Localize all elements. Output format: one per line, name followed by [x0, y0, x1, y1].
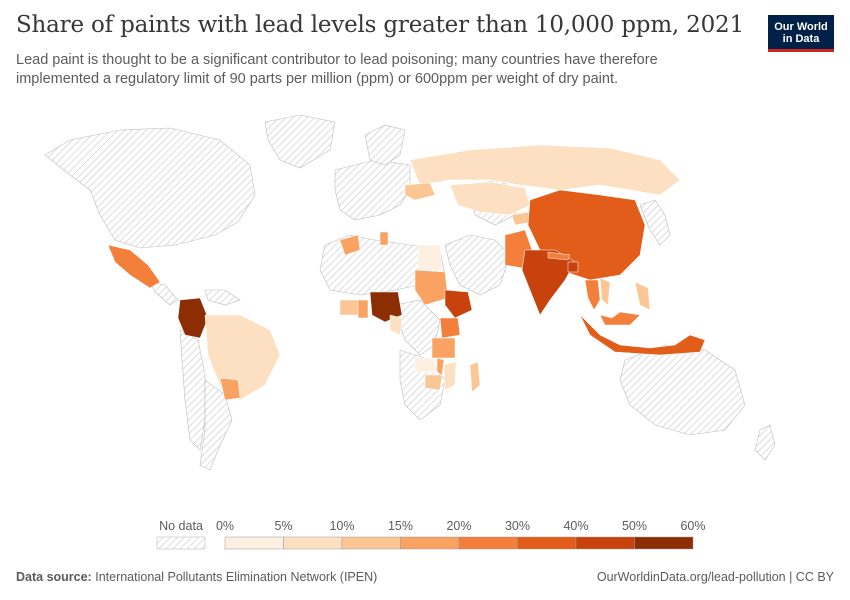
country-paraguay [219, 377, 241, 401]
source-text[interactable]: International Pollutants Elimination Net… [95, 570, 378, 584]
legend-swatch [458, 536, 518, 550]
chart-title: Share of paints with lead levels greater… [16, 12, 744, 38]
country-thailand [584, 279, 601, 311]
region-new-zealand [754, 424, 776, 461]
country-mozambique [443, 361, 457, 391]
world-map [44, 114, 776, 471]
legend-tick-label: 5% [274, 519, 292, 533]
region-scandinavia [364, 124, 406, 166]
country-malaysia [599, 311, 641, 326]
country-philippines [634, 281, 651, 311]
country-vietnam [599, 277, 611, 306]
legend-swatch [341, 536, 401, 550]
region-south-america-north [204, 289, 241, 306]
legend-swatch [575, 536, 635, 550]
legend-swatch [634, 536, 694, 550]
country-malawi [436, 357, 445, 376]
country-mexico [107, 244, 161, 289]
legend-tick-label: 40% [563, 519, 588, 533]
country-sudan [414, 269, 449, 306]
region-north-america [44, 127, 256, 249]
country-kazakhstan [449, 181, 531, 216]
country-tanzania [431, 337, 456, 359]
legend-bins: 0% 5% 10% 15% 20% 30% 40% 50% 60% [216, 519, 706, 550]
country-ethiopia [444, 289, 473, 319]
country-madagascar [469, 361, 481, 393]
logo-line-1: Our World [774, 21, 828, 33]
region-central-america [149, 281, 179, 306]
legend-swatch [517, 536, 577, 550]
legend-tick-label: 0% [216, 519, 234, 533]
country-tunisia [379, 231, 389, 246]
legend-tick-label: 15% [388, 519, 413, 533]
country-zambia [414, 357, 436, 373]
footer-source: Data source: International Pollutants El… [16, 570, 377, 584]
chart-subtitle: Lead paint is thought to be a significan… [16, 52, 658, 87]
country-zimbabwe [424, 374, 443, 391]
region-mongolia-korea-japan [639, 199, 671, 246]
country-ghana [357, 299, 369, 319]
country-kenya [439, 317, 461, 339]
country-morocco [339, 234, 361, 256]
region-andes [179, 329, 206, 451]
country-brazil [204, 314, 281, 401]
legend-swatch [283, 536, 343, 550]
legend-tick-label: 20% [446, 519, 471, 533]
source-label: Data source: [16, 570, 92, 584]
country-ukraine [404, 182, 436, 201]
legend-tick-label: 50% [622, 519, 647, 533]
country-egypt [417, 244, 443, 271]
legend-tick-label: 10% [329, 519, 354, 533]
region-middle-east [444, 234, 511, 296]
region-europe [334, 159, 411, 221]
region-greenland [264, 114, 336, 169]
country-nepal [547, 251, 571, 261]
country-ivory-coast [339, 299, 359, 316]
legend-tick-label: 60% [680, 519, 705, 533]
country-colombia [177, 297, 209, 339]
region-australia [619, 344, 746, 436]
country-indonesia [579, 314, 706, 356]
map-legend: No data 0% 5% 10% 15% 20% 30% 40% 50% 60% [156, 519, 706, 550]
country-cameroon [389, 314, 403, 336]
legend-swatch [400, 536, 460, 550]
legend-tick-label: 30% [505, 519, 530, 533]
country-bangladesh [567, 261, 579, 273]
logo-line-2: in Data [782, 33, 820, 45]
country-russia [409, 144, 681, 196]
footer-link[interactable]: OurWorldinData.org/lead-pollution | CC B… [596, 570, 834, 584]
legend-no-data-swatch [156, 536, 206, 550]
data-regions [107, 144, 706, 401]
legend-no-data-label: No data [159, 519, 203, 533]
legend-swatch [224, 536, 284, 550]
owid-logo[interactable]: Our World in Data [768, 15, 834, 52]
